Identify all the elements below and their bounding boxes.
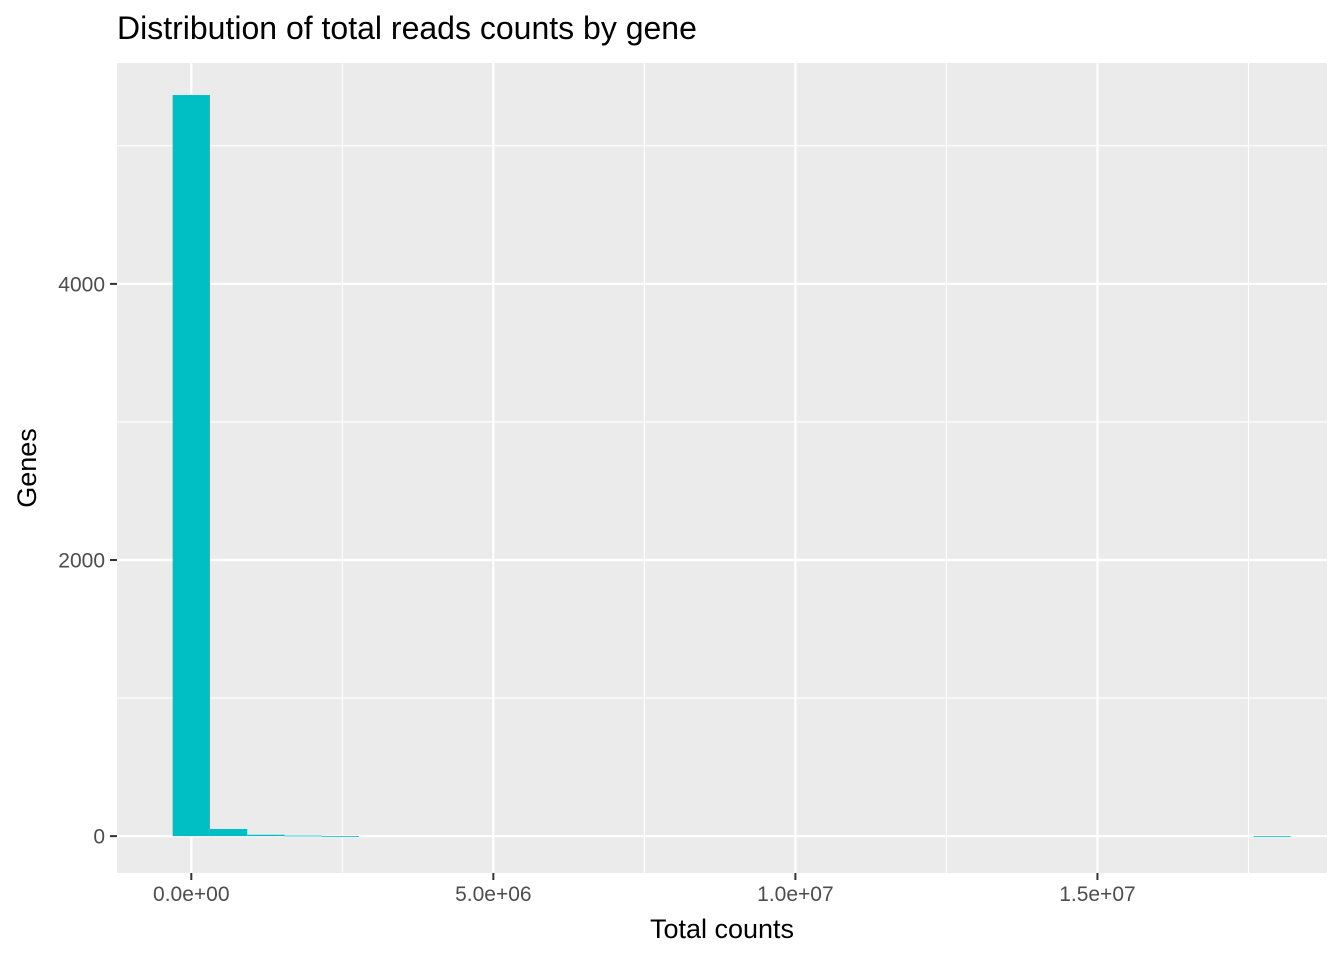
x-tick-label: 0.0e+00	[153, 883, 230, 906]
y-tick-label: 4000	[58, 273, 105, 296]
minor-gridlines	[117, 63, 1327, 873]
y-axis-title: Genes	[12, 428, 42, 508]
histogram-bars	[172, 95, 1291, 837]
x-tick-label: 5.0e+06	[455, 883, 532, 906]
y-tick-label: 0	[93, 826, 105, 849]
histogram-bar	[209, 828, 248, 837]
chart-title: Distribution of total reads counts by ge…	[117, 10, 697, 46]
histogram-bar	[1253, 835, 1291, 837]
histogram-bar	[172, 95, 210, 837]
x-axis-title: Total counts	[650, 914, 794, 944]
y-tick-label: 2000	[58, 550, 105, 573]
histogram-bar	[247, 834, 285, 837]
plot-panel	[117, 63, 1327, 873]
y-axis: 0 2000 4000	[58, 273, 117, 849]
x-tick-label: 1.5e+07	[1059, 883, 1136, 906]
x-axis: 0.0e+00 5.0e+06 1.0e+07 1.5e+07	[153, 873, 1136, 906]
histogram-bar	[284, 835, 322, 837]
x-tick-label: 1.0e+07	[757, 883, 834, 906]
histogram-bar	[321, 835, 360, 837]
